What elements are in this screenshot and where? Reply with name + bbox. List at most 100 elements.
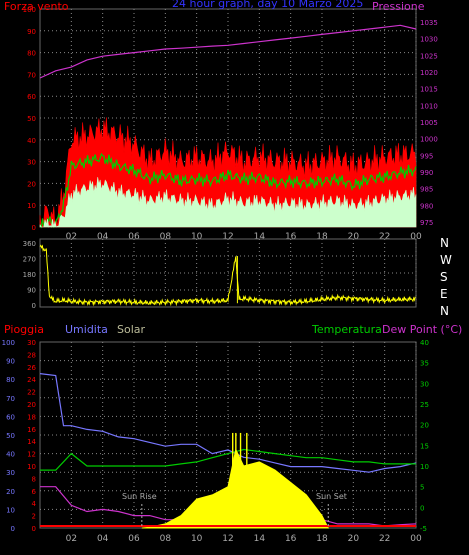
y-tick-label: 1010 [420, 102, 438, 110]
humidity-axis-title: Umidita [65, 323, 108, 336]
y-tick-label: 100 [23, 6, 36, 14]
x-tick-label: 18 [316, 534, 328, 544]
x-tick-label: 12 [222, 232, 233, 242]
y-tick-label: 8 [32, 475, 36, 483]
x-tick-label: 20 [348, 232, 360, 242]
y-tick-label: 50 [27, 115, 36, 123]
y-tick-label: 90 [6, 358, 15, 366]
y-tick-label: 975 [420, 219, 433, 227]
y-tick-label: 30 [6, 469, 15, 477]
y-tick-label: 18 [27, 413, 36, 421]
y-tick-label: 20 [420, 422, 429, 430]
x-tick-label: 14 [254, 232, 266, 242]
sunrise-label: Sun Rise [122, 492, 157, 501]
wind-min-series [39, 177, 417, 228]
y-tick-label: 0 [32, 302, 36, 310]
y-tick-label: 0 [32, 224, 36, 232]
y-tick-label: 6 [32, 488, 37, 496]
y-tick-label: 40 [6, 451, 15, 459]
y-tick-label: 30 [27, 159, 36, 167]
solar-area [141, 447, 330, 529]
y-tick-label: 22 [27, 389, 36, 397]
compass-letter: N [440, 304, 449, 318]
y-tick-label: 40 [27, 137, 36, 145]
y-tick-label: 985 [420, 186, 433, 194]
y-tick-label: 1000 [420, 136, 438, 144]
x-tick-label: 02 [66, 232, 77, 242]
y-tick-label: 90 [27, 28, 36, 36]
y-tick-label: 28 [27, 351, 36, 359]
x-tick-label: 20 [348, 534, 360, 544]
y-tick-label: 2 [32, 513, 36, 521]
wind-direction-line [39, 244, 416, 307]
y-tick-label: 24 [27, 376, 36, 384]
x-tick-label: 18 [316, 232, 328, 242]
panel2-series [39, 244, 416, 307]
y-tick-label: 50 [6, 432, 15, 440]
y-tick-label: 70 [6, 395, 15, 403]
y-tick-label: 30 [420, 380, 429, 388]
compass-letter: N [440, 236, 449, 250]
chart-title: 24 hour graph, day 10 Marzo 2025 [172, 0, 363, 10]
y-tick-label: 14 [27, 438, 36, 446]
y-tick-label: 40 [420, 339, 429, 347]
y-tick-label: 80 [27, 50, 36, 58]
y-tick-label: 25 [420, 401, 429, 409]
x-tick-label: 08 [160, 534, 172, 544]
y-tick-label: 270 [23, 256, 36, 264]
x-tick-label: 14 [254, 534, 266, 544]
y-tick-label: 20 [6, 488, 15, 496]
y-tick-label: 0 [32, 525, 36, 533]
y-tick-label: 1025 [420, 52, 438, 60]
x-tick-label: 04 [97, 534, 109, 544]
compass-letter: E [440, 287, 448, 301]
y-tick-label: 1020 [420, 69, 438, 77]
x-tick-label: 22 [379, 534, 390, 544]
compass-letter: S [440, 270, 448, 284]
x-tick-label: 22 [379, 232, 390, 242]
x-tick-label: 08 [160, 232, 172, 242]
y-tick-label: 100 [2, 339, 15, 347]
y-tick-label: 1005 [420, 119, 438, 127]
y-tick-label: 35 [420, 360, 429, 368]
x-tick-label: 04 [97, 232, 109, 242]
rain-axis-title: Pioggia [4, 323, 44, 336]
panel1-series [39, 24, 417, 229]
y-tick-label: 20 [27, 180, 36, 188]
y-tick-label: 995 [420, 152, 433, 160]
y-tick-label: 1035 [420, 19, 438, 27]
wind-axis-title: Forza vento [4, 0, 69, 13]
y-tick-label: 15 [420, 442, 429, 450]
y-tick-label: 5 [420, 484, 424, 492]
y-tick-label: 1030 [420, 36, 438, 44]
y-tick-label: 180 [23, 271, 36, 279]
y-tick-label: 90 [27, 287, 36, 295]
y-tick-label: 0 [11, 525, 15, 533]
panel1-grid: 02 04 06 08 10 12 14 16 18 20 22 000102030405060708… [23, 6, 438, 242]
compass-letter: W [440, 253, 452, 267]
temperature-axis-title: Temperatura [311, 323, 382, 336]
x-tick-label: 00 [410, 534, 422, 544]
y-tick-label: 1015 [420, 86, 438, 94]
y-tick-label: 4 [32, 500, 37, 508]
y-tick-label: 70 [27, 71, 36, 79]
y-tick-label: 60 [27, 93, 36, 101]
y-tick-label: 12 [27, 451, 36, 459]
x-tick-label: 06 [128, 534, 140, 544]
y-tick-label: 10 [420, 463, 429, 471]
wind-average-series [39, 152, 417, 229]
humidity-line [39, 373, 417, 473]
pressure-line [39, 24, 417, 79]
x-tick-label: 06 [128, 232, 140, 242]
solar-axis-title: Solar [117, 323, 146, 336]
y-tick-label: 360 [23, 240, 36, 248]
y-tick-label: 20 [27, 401, 36, 409]
y-tick-label: 980 [420, 202, 433, 210]
x-tick-label: 16 [285, 232, 297, 242]
panel3-series [39, 373, 417, 529]
x-tick-label: 16 [285, 534, 297, 544]
y-tick-label: -5 [420, 525, 427, 533]
y-tick-label: 10 [27, 202, 36, 210]
x-tick-label: 02 [66, 534, 77, 544]
dewpoint-axis-title: Dew Point (°C) [382, 323, 462, 336]
